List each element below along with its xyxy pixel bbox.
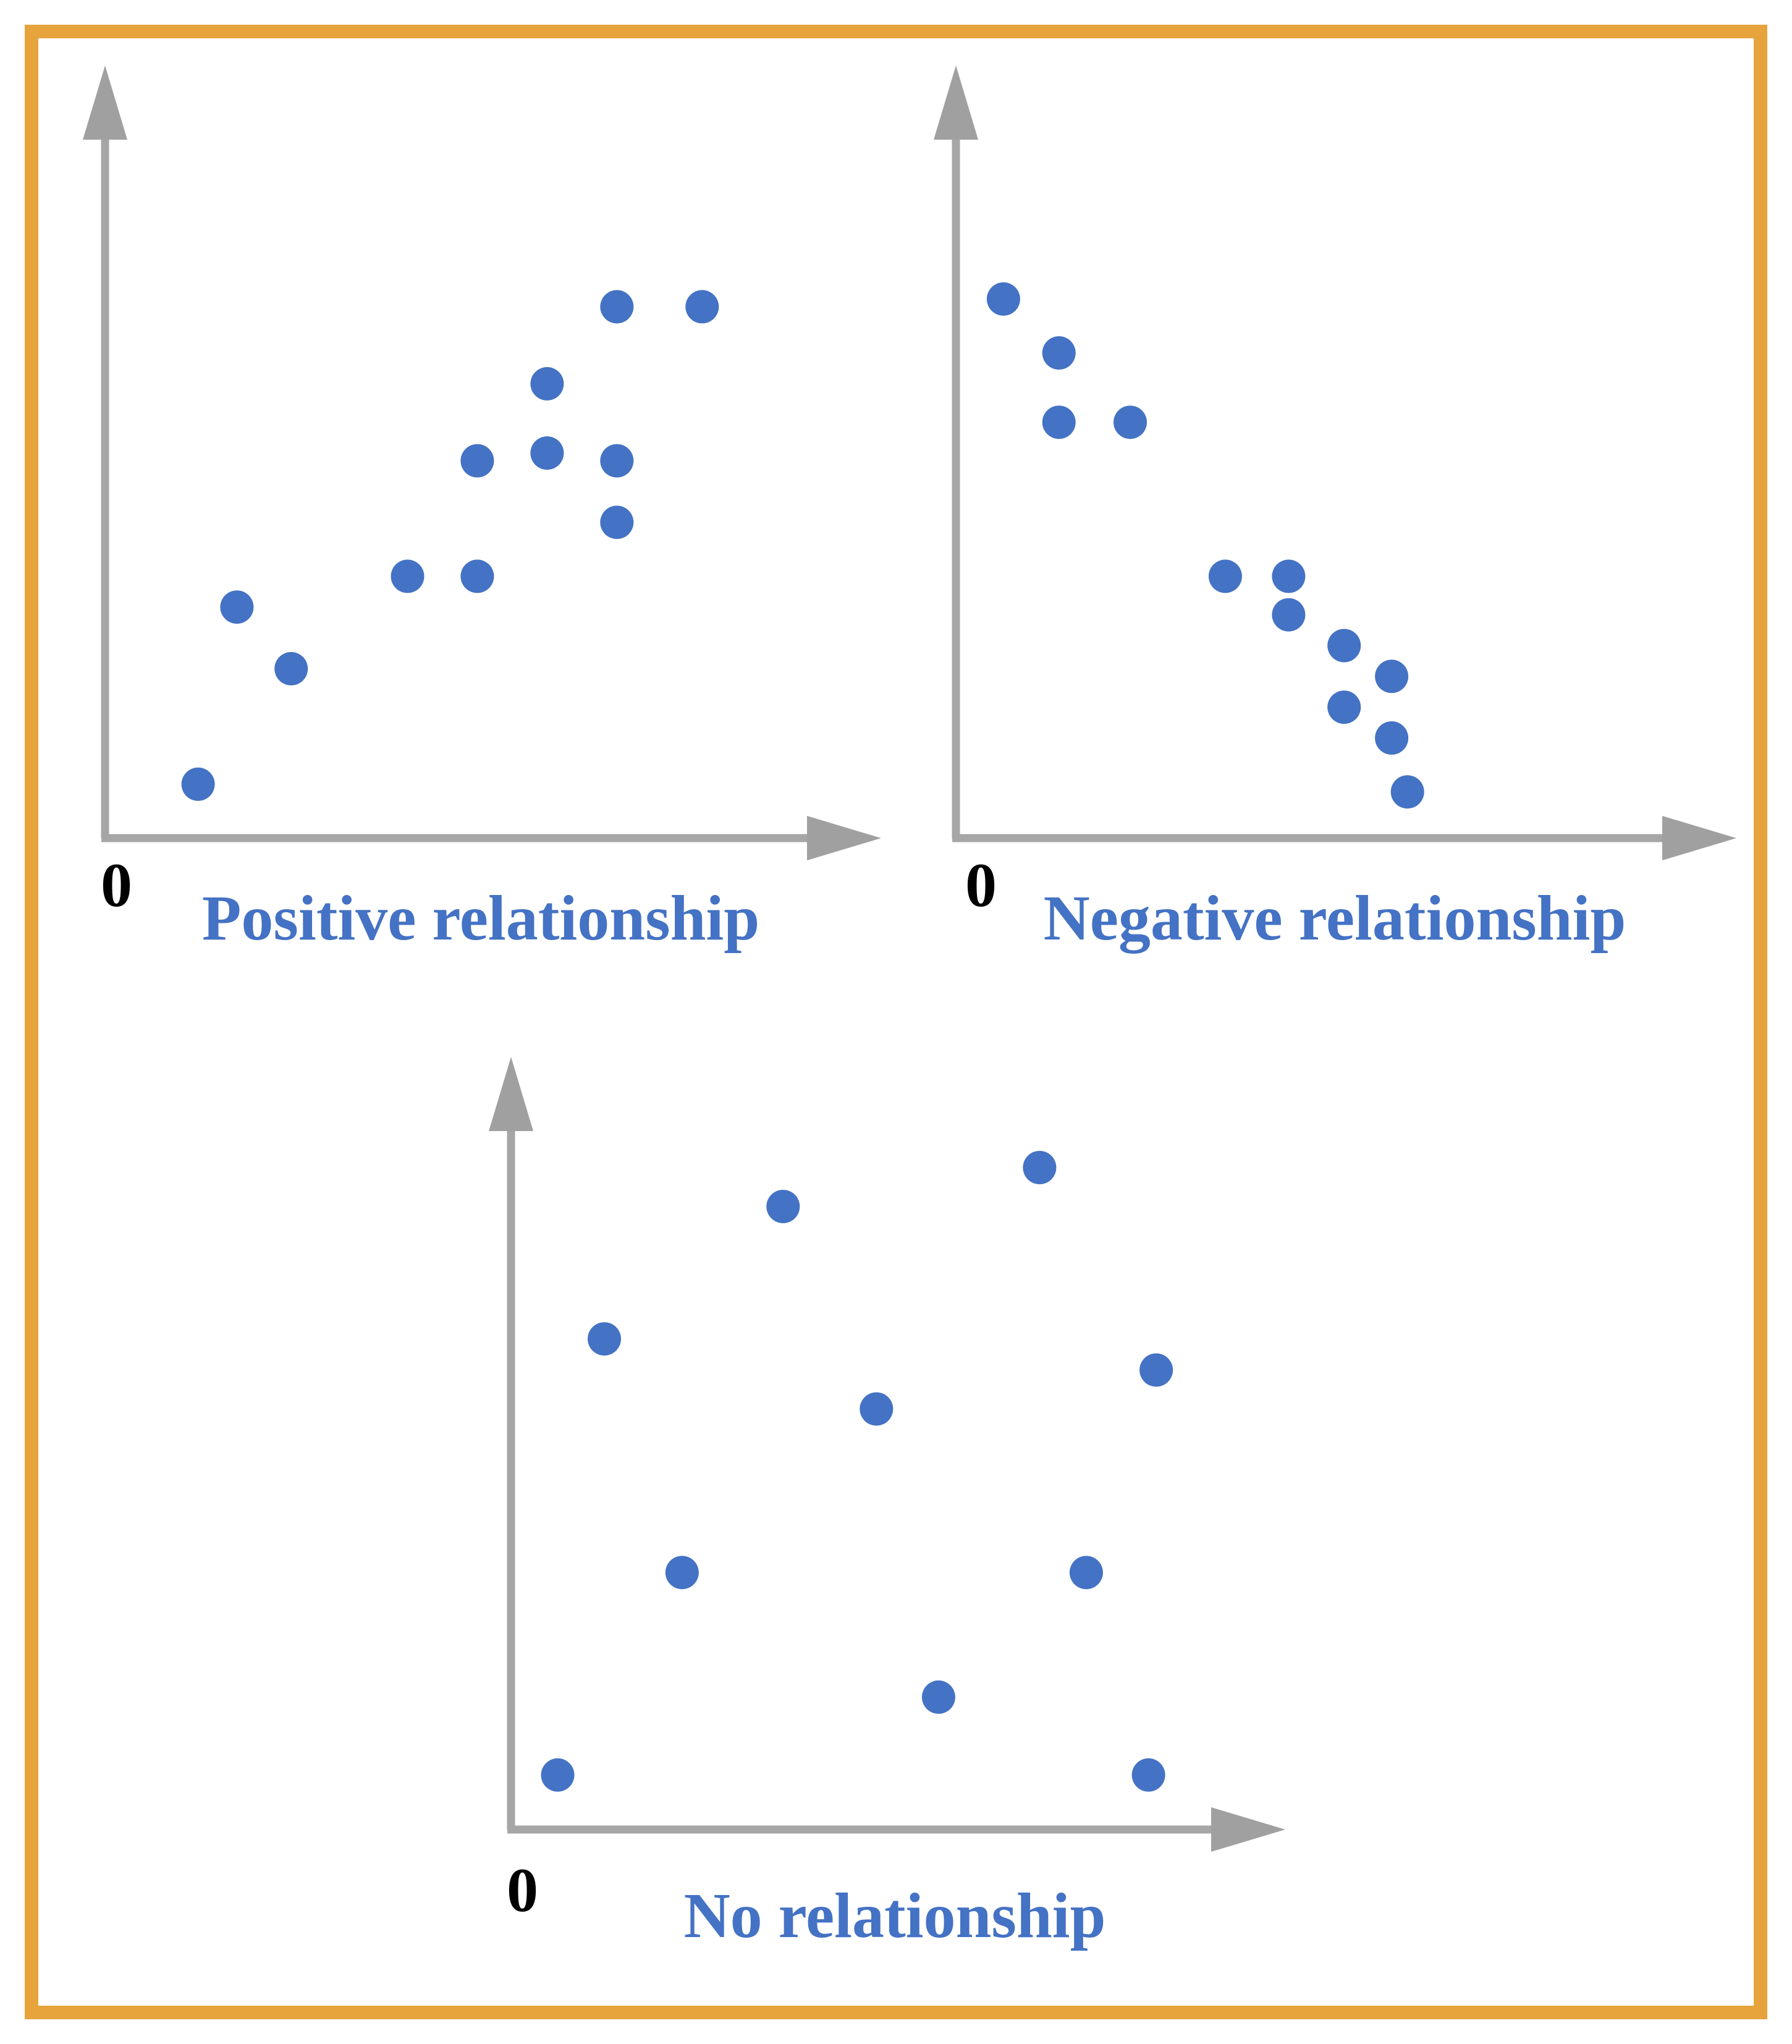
data-point [530,367,564,401]
data-point [600,290,634,324]
data-point [181,767,215,801]
data-point [460,559,494,593]
data-point [530,436,564,470]
data-point [665,1556,699,1590]
origin-label-positive: 0 [101,850,132,920]
data-point [600,506,634,540]
caption-negative-relationship: Negative relationship [1043,883,1626,954]
data-point [1042,405,1076,439]
data-point [1069,1556,1103,1590]
caption-no-relationship: No relationship [683,1880,1106,1951]
data-point [860,1392,894,1426]
data-point [1375,721,1409,755]
origin-label-none: 0 [507,1855,538,1925]
data-point [685,290,719,324]
data-point [460,444,494,478]
data-point [1390,775,1424,809]
data-point [986,282,1020,316]
data-point [1042,336,1076,370]
data-point [1139,1353,1173,1387]
right-arrow-icon [1662,816,1736,860]
data-point [1114,405,1147,439]
origin-label-negative: 0 [965,850,997,920]
figure-border-frame [25,25,1767,2019]
data-point [1272,559,1306,593]
data-point [588,1322,621,1356]
up-arrow-icon [83,66,127,140]
negative-plot-axes [934,66,1736,860]
up-arrow-icon [489,1057,533,1131]
right-arrow-icon [807,816,881,860]
caption-positive-relationship: Positive relationship [201,883,760,954]
right-arrow-icon [1211,1807,1285,1852]
up-arrow-icon [934,66,978,140]
data-point [1327,690,1361,724]
data-point [541,1758,575,1792]
positive-scatter-points [181,290,719,801]
data-point [1023,1151,1057,1184]
negative-scatter-points [986,282,1424,809]
none-plot-axes [489,1057,1285,1852]
data-point [1272,598,1306,632]
data-point [600,444,634,478]
data-point [391,559,425,593]
data-point [1327,629,1361,663]
data-point [766,1190,800,1223]
positive-plot-axes [83,66,881,860]
data-point [274,651,308,685]
data-point [1131,1758,1165,1792]
data-point [220,590,254,624]
data-point [1208,559,1242,593]
data-point [1375,659,1409,693]
data-point [921,1680,955,1714]
none-scatter-points [541,1151,1173,1792]
